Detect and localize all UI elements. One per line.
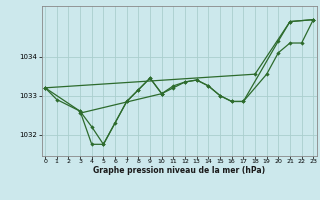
- X-axis label: Graphe pression niveau de la mer (hPa): Graphe pression niveau de la mer (hPa): [93, 166, 265, 175]
